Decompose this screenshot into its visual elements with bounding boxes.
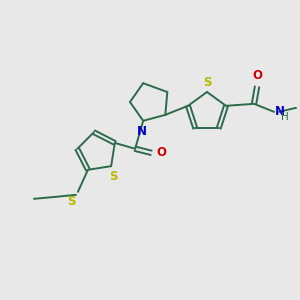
- Text: S: S: [68, 195, 76, 208]
- Text: H: H: [281, 112, 289, 122]
- Text: O: O: [156, 146, 166, 159]
- Text: N: N: [275, 105, 285, 118]
- Text: S: S: [109, 170, 117, 183]
- Text: N: N: [137, 125, 147, 138]
- Text: S: S: [203, 76, 211, 89]
- Text: O: O: [252, 69, 262, 82]
